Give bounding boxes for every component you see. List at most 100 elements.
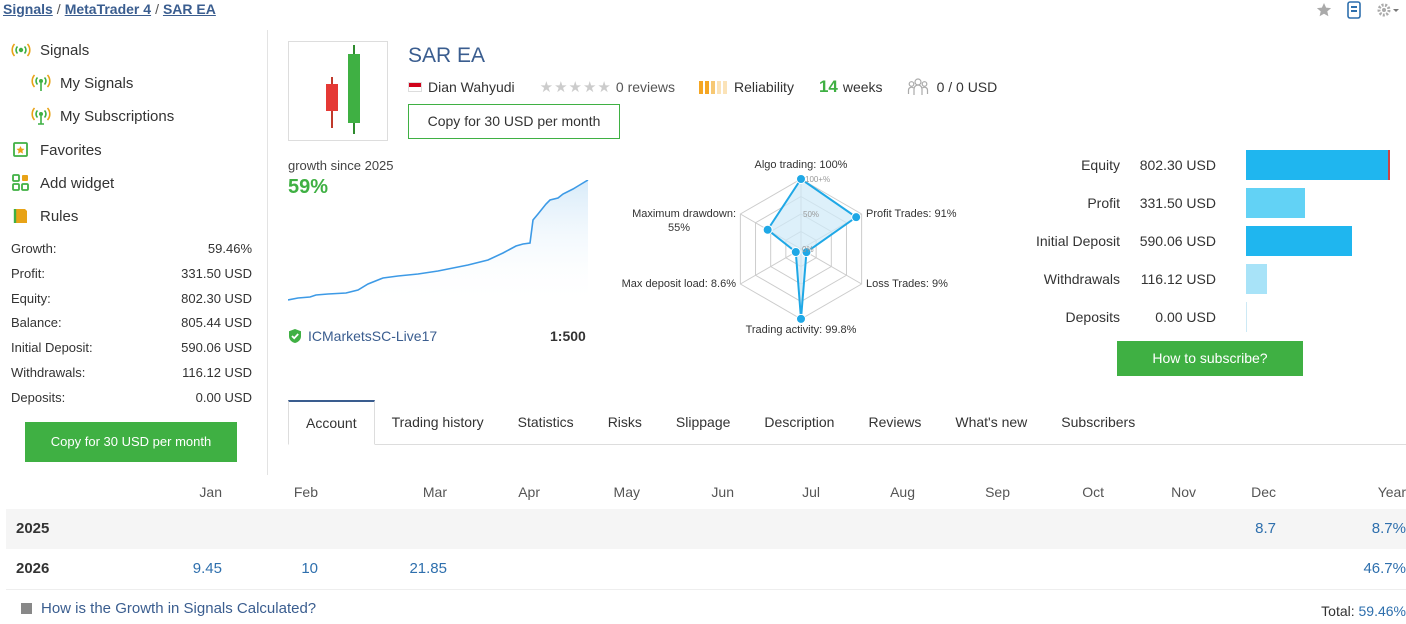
stat-row: Deposits: 0.00 USD [11, 389, 252, 414]
year-label: 2026 [16, 560, 50, 577]
sidebar-item-add-widget[interactable]: Add widget [11, 174, 114, 192]
tab-subscribers[interactable]: Subscribers [1061, 414, 1136, 430]
sidebar: Signals My Signals My Subscriptions Favo… [0, 30, 268, 475]
tab-bar: Account Trading history Statistics Risks… [288, 400, 1406, 445]
growth-area [288, 180, 588, 305]
month-header: Nov [1171, 484, 1196, 500]
month-header: Apr [518, 484, 540, 500]
total-value: 59.46% [1358, 603, 1406, 619]
page-title: SAR EA [408, 44, 486, 67]
sidebar-item-favorites[interactable]: Favorites [11, 141, 102, 159]
balance-bar-value: 802.30 USD [1139, 157, 1216, 173]
tab-slippage[interactable]: Slippage [675, 414, 731, 430]
tab-account[interactable]: Account [288, 400, 375, 445]
indonesia-flag-icon [408, 82, 422, 92]
breadcrumb: Signals / MetaTrader 4/SAR EA [3, 1, 216, 17]
balance-bar [1246, 264, 1267, 294]
month-value: 21.85 [409, 560, 447, 577]
tab-whats-new[interactable]: What's new [955, 414, 1028, 430]
month-header: Jul [802, 484, 820, 500]
broker-name: ICMarketsSC-Live17 [308, 328, 438, 344]
sidebar-item-label: Add widget [40, 174, 115, 192]
stat-label: Growth: [11, 241, 57, 256]
radar-points [762, 174, 862, 324]
growth-label: growth since 2025 [288, 158, 394, 173]
year-label: 2025 [16, 520, 50, 537]
bookmark-icon[interactable] [1346, 1, 1362, 19]
balance-bar-label: Deposits [1065, 309, 1120, 325]
leverage-value: 1:500 [550, 328, 586, 344]
how-to-subscribe-button[interactable]: How to subscribe? [1117, 341, 1303, 376]
sidebar-item-label: Favorites [40, 141, 102, 159]
reviews-link[interactable]: 0 reviews [615, 79, 676, 95]
balance-bar-row: Deposits 0.00 USD [1000, 302, 1247, 332]
star-icon[interactable] [1316, 2, 1332, 18]
reliability-bars-icon [699, 80, 728, 94]
month-header: Feb [293, 484, 318, 500]
month-header: May [613, 484, 640, 500]
balance-bar-row: Equity 802.30 USD [1000, 150, 1390, 180]
stat-value: 331.50 USD [181, 265, 252, 281]
weeks-count: 14 [818, 77, 838, 96]
sidebar-copy-button[interactable]: Copy for 30 USD per month [25, 422, 237, 462]
sidebar-item-my-signals[interactable]: My Signals [31, 74, 133, 92]
tab-risks[interactable]: Risks [607, 414, 642, 430]
growth-calculation-link[interactable]: How is the Growth in Signals Calculated? [21, 600, 316, 617]
radar-point-algo [796, 174, 806, 184]
stat-value: 802.30 USD [181, 290, 252, 306]
radar-tick-50: 50% [803, 210, 819, 219]
tab-reviews[interactable]: Reviews [868, 414, 922, 430]
top-bar: Signals / MetaTrader 4/SAR EA [0, 0, 1406, 22]
copy-signal-button[interactable]: Copy for 30 USD per month [408, 104, 620, 139]
month-header: Sep [985, 484, 1010, 500]
radar-tick-0: 0% [802, 245, 814, 254]
balance-bar-label: Initial Deposit [1035, 233, 1120, 249]
radar-point-profit [851, 212, 862, 223]
verified-shield-icon [288, 328, 302, 344]
growth-line [288, 180, 589, 301]
month-header: Year [1377, 484, 1406, 500]
reliability-label: Reliability [734, 79, 794, 95]
tab-description[interactable]: Description [764, 414, 835, 430]
breadcrumb-metatrader4[interactable]: MetaTrader 4 [64, 1, 152, 17]
signal-stats: Growth: 59.46% Profit: 331.50 USD Equity: 8… [11, 240, 252, 414]
broker-link[interactable]: ICMarketsSC-Live17 [288, 328, 437, 344]
stat-label: Deposits: [11, 389, 66, 405]
tab-trading-history[interactable]: Trading history [391, 414, 484, 430]
sidebar-item-label: Rules [40, 207, 79, 225]
signal-icon [31, 74, 51, 92]
stat-label: Initial Deposit: [11, 340, 93, 356]
sidebar-item-my-subscriptions[interactable]: My Subscriptions [31, 107, 174, 125]
radar-chart: 100+% 50% 0% Algo trading: 100% Profit T… [622, 159, 957, 336]
subscribers-icon [907, 78, 929, 96]
divider [6, 589, 1406, 590]
growth-calculation-label: How is the Growth in Signals Calculated? [41, 600, 317, 617]
radar-point-loss [801, 247, 812, 258]
signal-logo [288, 41, 388, 141]
stat-value: 805.44 USD [181, 315, 252, 331]
balance-bar [1246, 188, 1305, 218]
month-value: 8.7 [1255, 520, 1276, 537]
stat-row: Profit: 331.50 USD [11, 265, 252, 290]
total-label: Total: [1321, 603, 1355, 619]
gear-icon[interactable] [1376, 2, 1400, 18]
stat-label: Withdrawals: [11, 364, 86, 380]
radar-axis [740, 248, 802, 285]
tab-statistics[interactable]: Statistics [517, 414, 574, 430]
sidebar-item-signals[interactable]: Signals [11, 41, 89, 59]
stat-row: Withdrawals: 116.12 USD [11, 364, 252, 389]
balance-bar-label: Profit [1087, 195, 1120, 211]
sidebar-item-label: Signals [40, 41, 90, 59]
radar-label-deposit: Max deposit load: 8.6% [622, 278, 737, 290]
sidebar-item-label: My Signals [60, 74, 134, 92]
balance-bar [1246, 150, 1390, 180]
balance-bar-label: Equity [1081, 157, 1120, 173]
breadcrumb-sar-ea[interactable]: SAR EA [162, 1, 216, 17]
radar-point-activity [796, 313, 806, 324]
radar-point-deposit [790, 247, 801, 258]
author-link[interactable]: Dian Wahyudi [428, 79, 515, 95]
sidebar-item-rules[interactable]: Rules [11, 207, 78, 225]
balance-bar-value: 331.50 USD [1139, 195, 1216, 211]
radar-label-algo: Algo trading: 100% [755, 159, 848, 171]
breadcrumb-signals[interactable]: Signals [3, 1, 53, 17]
